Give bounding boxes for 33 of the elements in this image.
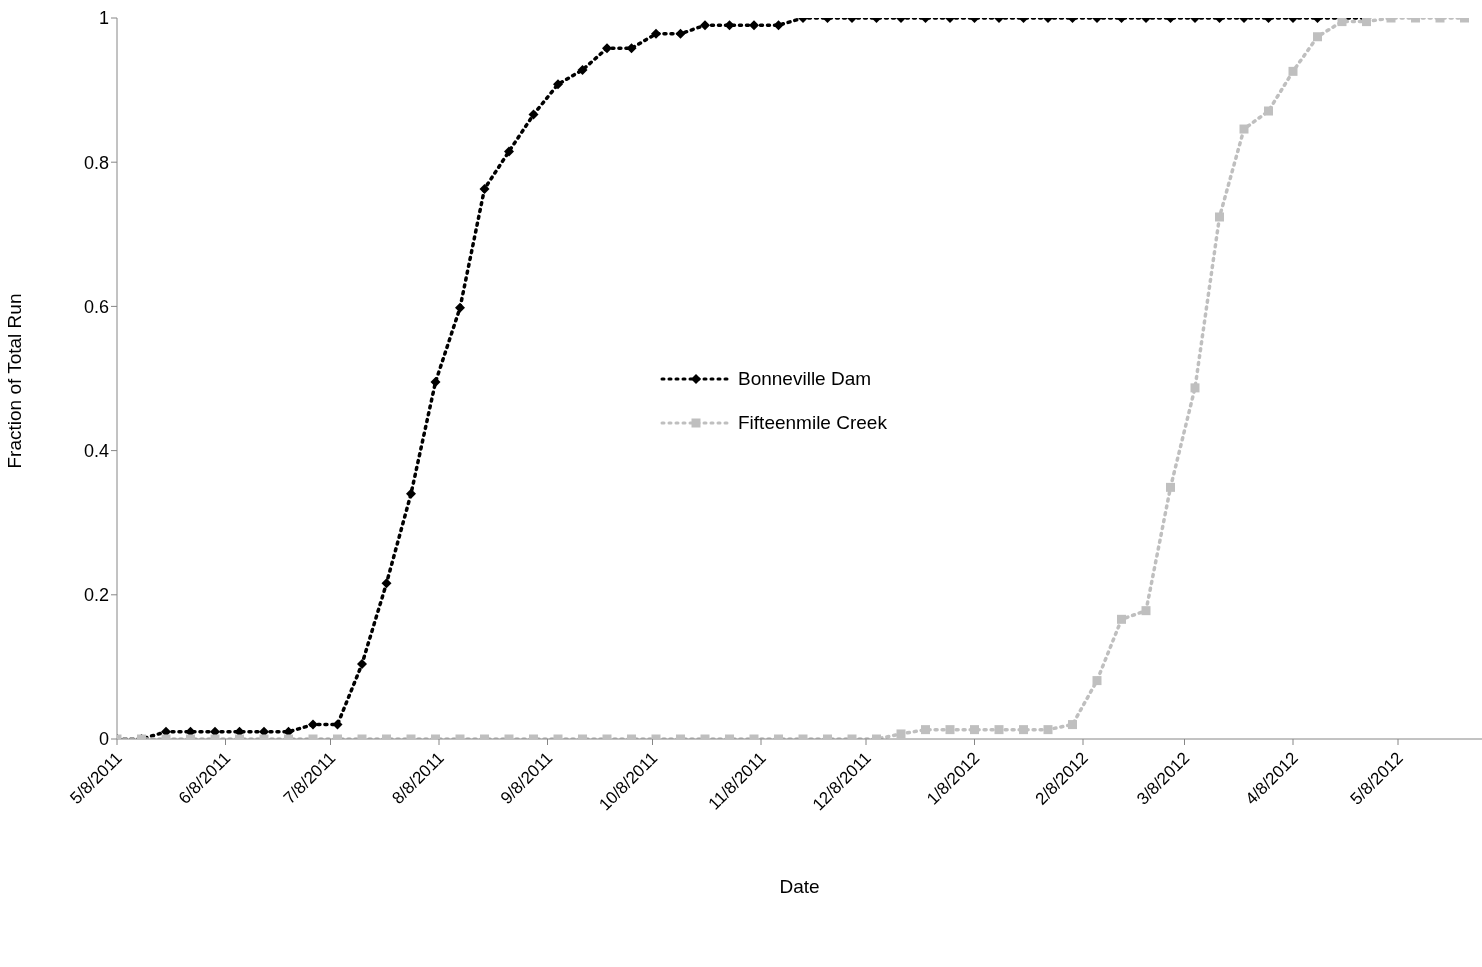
y-tick-label: 0.2 bbox=[83, 585, 109, 606]
legend-label: Fifteenmile Creek bbox=[738, 412, 887, 434]
x-axis-title: Date bbox=[779, 876, 820, 897]
point bbox=[1264, 106, 1273, 116]
point bbox=[1337, 18, 1347, 27]
point bbox=[455, 302, 465, 313]
point bbox=[1288, 66, 1298, 76]
point bbox=[528, 109, 539, 120]
point bbox=[1313, 32, 1322, 42]
point bbox=[1190, 383, 1200, 393]
y-tick-label: 1 bbox=[98, 8, 109, 29]
point bbox=[504, 146, 514, 157]
point bbox=[700, 20, 710, 31]
y-tick-label: 0 bbox=[98, 729, 109, 750]
point bbox=[1362, 18, 1371, 27]
y-tick-label: 0.4 bbox=[83, 440, 109, 461]
point bbox=[1117, 614, 1126, 624]
point bbox=[1215, 212, 1224, 222]
y-tick-label: 0.8 bbox=[83, 152, 109, 173]
point bbox=[406, 488, 416, 499]
point bbox=[430, 377, 441, 388]
point bbox=[1239, 124, 1249, 134]
point bbox=[577, 64, 588, 75]
point bbox=[1141, 606, 1151, 616]
legend-label: Bonneville Dam bbox=[738, 368, 872, 390]
point bbox=[479, 183, 490, 194]
point bbox=[553, 79, 563, 90]
point bbox=[602, 43, 612, 54]
y-axis-title: Fraction of Total Run bbox=[3, 293, 25, 469]
point bbox=[381, 578, 392, 589]
point bbox=[749, 20, 759, 31]
y-tick-label: 0.6 bbox=[83, 296, 109, 317]
point bbox=[1166, 482, 1175, 492]
